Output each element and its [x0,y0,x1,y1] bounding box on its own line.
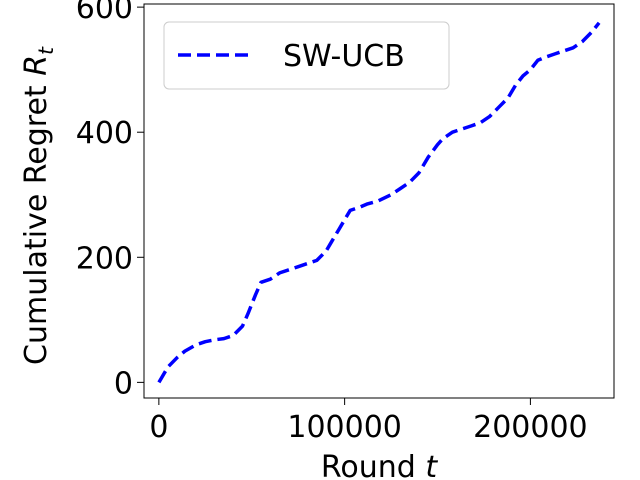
legend: SW-UCB [163,21,450,90]
x-axis-label-text: Round [321,450,416,480]
x-axis-label: Round t [321,450,438,480]
x-tick-label: 200000 [473,410,588,445]
y-tick-label: 400 [76,116,133,151]
series-layer [157,21,601,384]
x-axis-label-variable: t [425,450,438,480]
x-axis-ticks: 0 100000 200000 [149,398,588,445]
plot-frame [143,3,615,399]
legend-label: SW-UCB [283,39,405,74]
y-tick-label: 200 [76,241,133,276]
x-tick-label: 100000 [287,410,402,445]
y-axis-label: Cumulative Regret Rt [19,46,58,365]
y-axis-label-text: Cumulative Regret [19,85,54,365]
x-tick-label: 0 [149,410,168,445]
y-tick-label: 0 [114,366,133,401]
y-axis-label-subscript: t [34,46,58,55]
legend-box [163,21,450,90]
y-tick-label: 600 [76,0,133,26]
y-axis-label-variable: R [19,55,54,76]
y-axis-ticks: 0 200 400 600 [76,0,144,401]
series-line-sw-ucb [157,21,601,384]
